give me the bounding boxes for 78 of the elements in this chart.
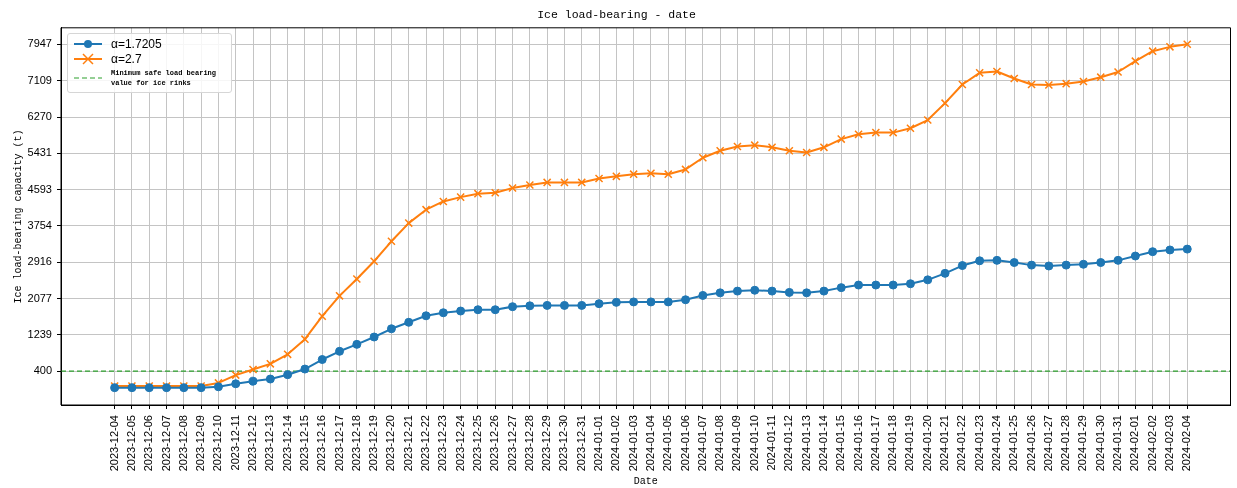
x-tick-label: 2024-01-26 [1024, 415, 1037, 472]
x-tick-label: 2024-01-18 [886, 415, 899, 472]
x-tick-label: 2024-01-14 [816, 415, 829, 472]
x-tick-label: 2023-12-30 [557, 415, 570, 472]
x-tick-label: 2024-02-02 [1145, 415, 1158, 472]
x-tick-label: 2023-12-16 [315, 415, 328, 472]
y-tick-label: 2077 [27, 291, 52, 304]
y-tick-label: 5431 [27, 146, 52, 159]
y-tick-label: 7109 [27, 73, 52, 86]
x-tick-label: 2024-01-04 [643, 415, 656, 472]
x-tick-label: 2023-12-26 [488, 415, 501, 472]
x-tick-label: 2023-12-15 [297, 415, 310, 472]
x-tick-label: 2024-01-21 [938, 415, 951, 472]
x-tick-label: 2023-12-23 [436, 415, 449, 472]
y-tick-label: 6270 [27, 110, 52, 123]
x-tick-label: 2024-01-05 [661, 415, 674, 472]
y-tick-label: 7947 [27, 37, 52, 50]
x-tick-label: 2024-02-04 [1180, 415, 1193, 472]
x-tick-label: 2023-12-31 [574, 415, 587, 472]
x-tick-label: 2024-01-30 [1093, 415, 1106, 472]
x-tick-label: 2023-12-28 [522, 415, 535, 472]
x-tick-label: 2024-01-03 [626, 415, 639, 472]
x-tick-label: 2024-01-13 [799, 415, 812, 472]
x-tick-label: 2023-12-08 [176, 415, 189, 472]
x-tick-label: 2023-12-05 [124, 415, 137, 472]
y-tick-label: 400 [33, 364, 52, 377]
legend-label: α=2.7 [111, 51, 142, 67]
y-tick-label: 3754 [27, 219, 52, 231]
x-tick-label: 2023-12-27 [505, 415, 518, 472]
x-tick-label: 2024-01-23 [972, 415, 985, 472]
x-tick-label: 2024-01-08 [713, 415, 726, 472]
x-tick-label: 2023-12-17 [332, 415, 345, 472]
y-tick-label: 1239 [27, 327, 52, 340]
x-tick-label: 2024-01-01 [592, 415, 605, 472]
x-tick-label: 2023-12-11 [228, 415, 241, 471]
x-tick-label: 2023-12-20 [384, 415, 397, 472]
y-tick-label: 4593 [27, 182, 52, 195]
x-tick-label: 2023-12-24 [453, 415, 466, 472]
y-axis-title: Ice load-bearing capacity (t) [12, 129, 24, 304]
x-tick-label: 2024-01-31 [1111, 415, 1124, 472]
x-axis-title: Date [633, 475, 658, 487]
x-tick-label: 2023-12-25 [470, 415, 483, 472]
x-tick-label: 2023-12-14 [280, 415, 293, 472]
legend-label: α=1.7205 [111, 36, 162, 52]
x-tick-label: 2024-01-22 [955, 415, 968, 472]
x-tick-label: 2024-01-29 [1076, 415, 1089, 472]
x-tick-label: 2024-01-07 [695, 415, 708, 472]
x-tick-label: 2023-12-07 [159, 415, 172, 472]
x-tick-label: 2024-01-17 [868, 415, 881, 472]
x-tick-label: 2024-01-10 [747, 415, 760, 472]
y-tick-label: 2916 [27, 255, 52, 268]
x-tick-label: 2023-12-06 [142, 415, 155, 472]
x-tick-label: 2024-01-20 [920, 415, 933, 472]
x-tick-label: 2024-01-06 [678, 415, 691, 472]
x-tick-label: 2023-12-22 [419, 415, 432, 472]
x-tick-label: 2024-01-27 [1041, 415, 1054, 472]
x-tick-label: 2024-01-19 [903, 415, 916, 472]
x-tick-label: 2024-01-16 [851, 415, 864, 472]
x-tick-label: 2023-12-29 [540, 415, 553, 472]
x-tick-label: 2024-01-12 [782, 415, 795, 472]
x-tick-label: 2023-12-21 [401, 415, 414, 472]
x-tick-label: 2023-12-09 [194, 415, 207, 472]
x-tick-label: 2024-01-25 [1007, 415, 1020, 472]
x-tick-label: 2024-01-09 [730, 415, 743, 472]
x-tick-label: 2023-12-12 [246, 415, 259, 472]
x-tick-label: 2023-12-04 [107, 415, 120, 472]
x-tick-label: 2024-01-11 [765, 415, 778, 471]
x-tick-label: 2024-01-28 [1059, 415, 1072, 472]
x-tick-label: 2024-02-03 [1162, 415, 1175, 472]
x-tick-label: 2024-02-01 [1128, 415, 1141, 472]
x-tick-label: 2024-01-24 [989, 415, 1002, 472]
chart-title: Ice load-bearing - date [537, 7, 696, 21]
x-tick-label: 2023-12-13 [263, 415, 276, 472]
x-tick-label: 2023-12-10 [211, 415, 224, 472]
x-tick-label: 2024-01-15 [834, 415, 847, 472]
x-tick-label: 2023-12-18 [349, 415, 362, 472]
x-tick-label: 2023-12-19 [367, 415, 380, 472]
x-tick-label: 2024-01-02 [609, 415, 622, 472]
